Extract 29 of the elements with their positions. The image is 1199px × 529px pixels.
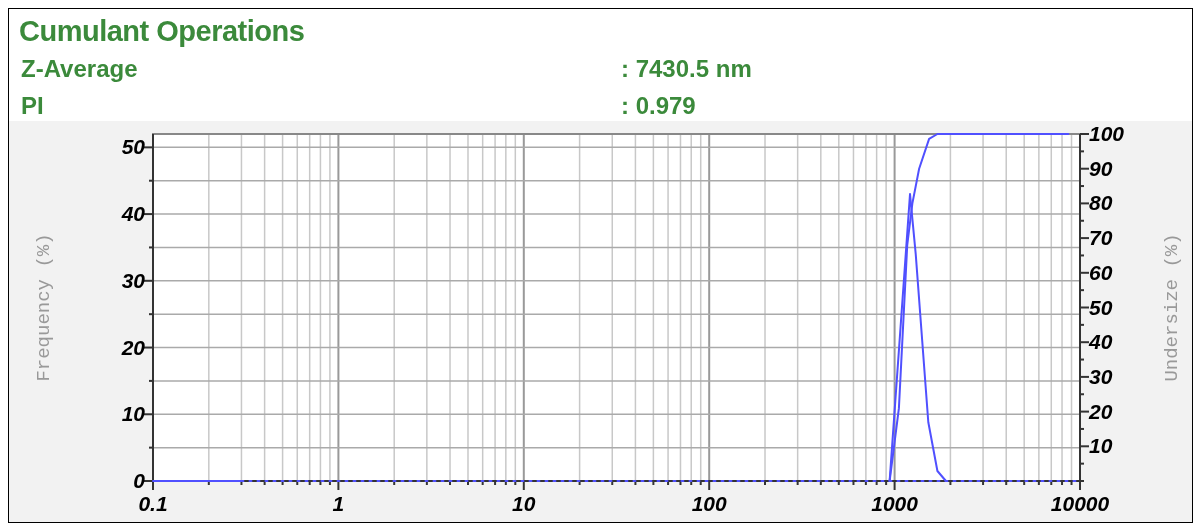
y2-tick-label: 80	[1089, 191, 1113, 215]
x-tick-label: 10000	[1050, 492, 1110, 515]
y2-tick-label: 90	[1089, 156, 1113, 180]
y-axis-title: Frequency (%)	[33, 233, 55, 382]
y2-tick-label: 30	[1089, 364, 1113, 388]
chart-title: Cumulant Operations	[19, 15, 305, 47]
x-tick-label: 1000	[871, 492, 919, 515]
y2-tick-label: 70	[1089, 226, 1113, 250]
x-tick-label: 100	[691, 492, 728, 515]
y2-tick-label: 100	[1089, 122, 1125, 145]
y-tick-label: 20	[120, 335, 146, 359]
y-tick-label: 30	[121, 268, 146, 292]
x-tick-label: 1	[332, 492, 345, 515]
y2-axis-title: Undersize (%)	[1161, 233, 1183, 382]
y-tick-label: 10	[121, 402, 146, 426]
y2-tick-label: 60	[1089, 260, 1113, 284]
x-tick-label: 10	[512, 492, 536, 515]
y2-tick-label: 50	[1089, 295, 1113, 319]
x-tick-label: 0.1	[138, 492, 168, 515]
y2-tick-label: 20	[1088, 399, 1113, 423]
y2-tick-label: 40	[1088, 330, 1113, 354]
text: PI	[21, 92, 44, 119]
y-tick-label: 50	[121, 135, 146, 159]
text: : 7430.5 nm	[621, 55, 752, 82]
y-tick-label: 40	[120, 202, 146, 226]
y2-tick-label: 10	[1089, 434, 1113, 458]
y-tick-label: 0	[133, 469, 146, 492]
text: Z-Average	[21, 55, 138, 82]
text: : 0.979	[621, 92, 696, 119]
